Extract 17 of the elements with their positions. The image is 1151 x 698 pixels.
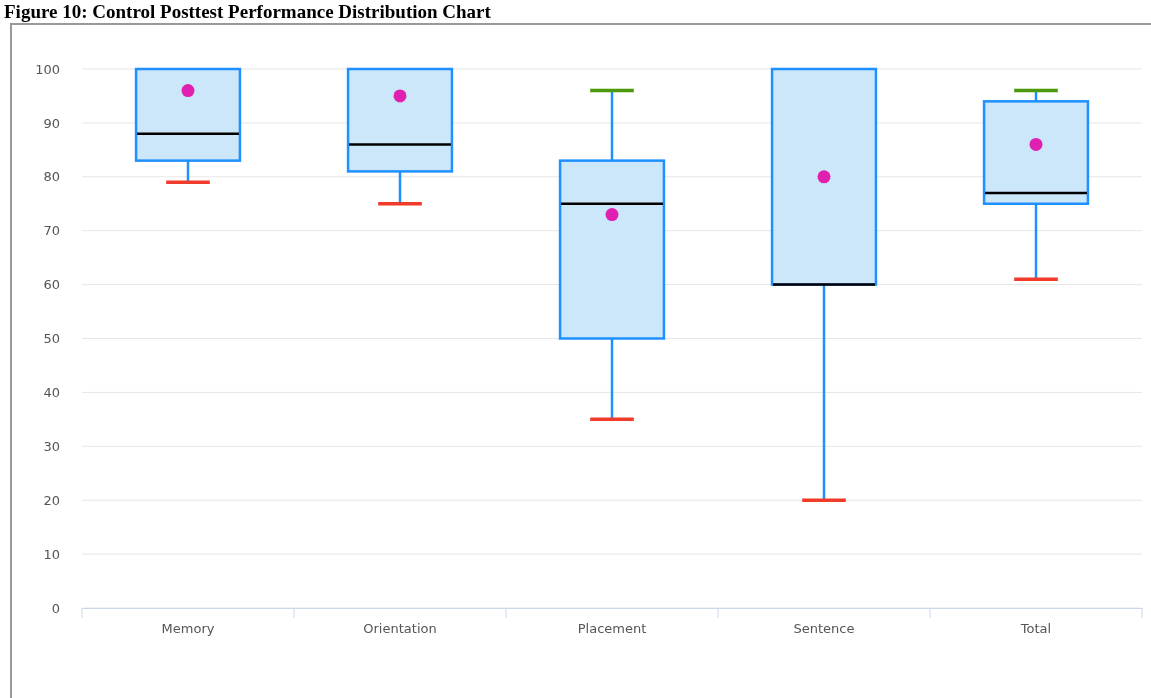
chart-title: Figure 10: Control Posttest Performance Distribution Chart (4, 1, 492, 22)
x-tick-label: Placement (577, 621, 647, 637)
y-tick-label: 20 (43, 492, 60, 508)
x-tick-label: Total (1019, 621, 1052, 637)
y-tick-label: 80 (43, 169, 60, 185)
y-tick-label: 10 (43, 546, 60, 562)
y-tick-label: 60 (43, 277, 60, 293)
y-tick-label: 0 (51, 600, 60, 616)
y-tick-label: 40 (43, 385, 60, 401)
x-tick-label: Orientation (363, 621, 437, 637)
y-tick-label: 50 (43, 331, 60, 347)
x-tick-label: Memory (161, 621, 215, 637)
y-tick-label: 30 (43, 438, 60, 454)
y-tick-label: 70 (43, 223, 60, 239)
y-tick-label: 100 (35, 61, 60, 77)
x-tick-label: Sentence (793, 621, 855, 637)
y-tick-label: 90 (43, 115, 60, 131)
